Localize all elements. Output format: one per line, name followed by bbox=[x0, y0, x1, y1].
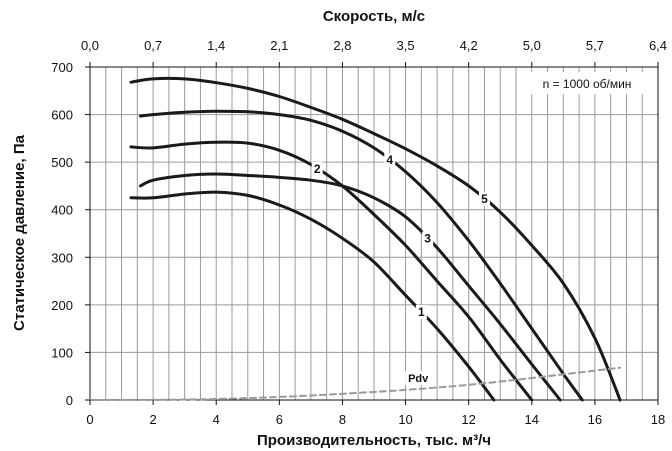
y-tick-label: 500 bbox=[51, 155, 73, 170]
series-label: 2 bbox=[314, 162, 321, 176]
series-label: Pdv bbox=[408, 373, 429, 385]
x-tick-label: 10 bbox=[398, 412, 412, 427]
grid bbox=[90, 67, 658, 400]
top-tick-label: 4,2 bbox=[460, 38, 478, 53]
top-tick-label: 5,7 bbox=[586, 38, 604, 53]
y-tick-label: 200 bbox=[51, 298, 73, 313]
plot-frame bbox=[89, 66, 659, 401]
x-tick-label: 0 bbox=[86, 412, 93, 427]
series-layer bbox=[89, 76, 622, 402]
series-label-bg bbox=[311, 161, 323, 176]
x-tick-label: 6 bbox=[276, 412, 283, 427]
ticks-layer: 0 2 4 6 8 10 12 14 16 1801002003004005006007000,0… bbox=[51, 38, 667, 427]
x-tick-label: 4 bbox=[213, 412, 220, 427]
series-label: 1 bbox=[418, 305, 425, 319]
top-tick-label: 2,8 bbox=[333, 38, 351, 53]
x-tick-label: 18 bbox=[651, 412, 665, 427]
top-tick-label: 6,4 bbox=[649, 38, 667, 53]
y-tick-label: 700 bbox=[51, 60, 73, 75]
series-label: 3 bbox=[424, 231, 431, 245]
top-tick-label: 3,5 bbox=[397, 38, 415, 53]
top-tick-label: 2,1 bbox=[270, 38, 288, 53]
top-tick-label: 0,7 bbox=[144, 38, 162, 53]
y-axis-title: Статическое давление, Па bbox=[11, 134, 28, 331]
series-line-2 bbox=[129, 140, 534, 402]
top-tick-label: 1,4 bbox=[207, 38, 225, 53]
x-tick-label: 12 bbox=[461, 412, 475, 427]
x-tick-label: 2 bbox=[149, 412, 156, 427]
x-tick-label: 8 bbox=[339, 412, 346, 427]
x-axis-title: Производительность, тыс. м³/ч bbox=[257, 432, 491, 449]
y-tick-label: 0 bbox=[66, 393, 73, 408]
series-line-4 bbox=[139, 109, 584, 402]
series-label: 4 bbox=[386, 153, 393, 167]
series-line-5 bbox=[129, 76, 622, 402]
y-tick-label: 400 bbox=[51, 203, 73, 218]
x-tick-label: 14 bbox=[525, 412, 539, 427]
top-tick-label: 5,0 bbox=[523, 38, 541, 53]
series-label-bg bbox=[415, 304, 427, 319]
x-tick-label: 16 bbox=[588, 412, 602, 427]
rpm-annotation: n = 1000 об/мин bbox=[543, 77, 632, 91]
series-label-bg bbox=[422, 231, 434, 246]
series-line-3 bbox=[139, 172, 562, 402]
series-label-bg bbox=[405, 370, 432, 385]
y-tick-label: 300 bbox=[51, 250, 73, 265]
y-tick-label: 600 bbox=[51, 108, 73, 123]
labels-layer: 1 2 3 4 5 Pdv bbox=[311, 152, 490, 385]
series-label-bg bbox=[478, 192, 490, 207]
top-axis-title: Скорость, м/с bbox=[323, 8, 425, 25]
series-line-1 bbox=[129, 190, 496, 402]
annotation-box bbox=[520, 72, 654, 94]
series-label: 5 bbox=[481, 192, 488, 206]
y-tick-label: 100 bbox=[51, 345, 73, 360]
top-tick-label: 0,0 bbox=[81, 38, 99, 53]
series-label-bg bbox=[384, 152, 396, 167]
series-line-Pdv bbox=[89, 366, 622, 401]
